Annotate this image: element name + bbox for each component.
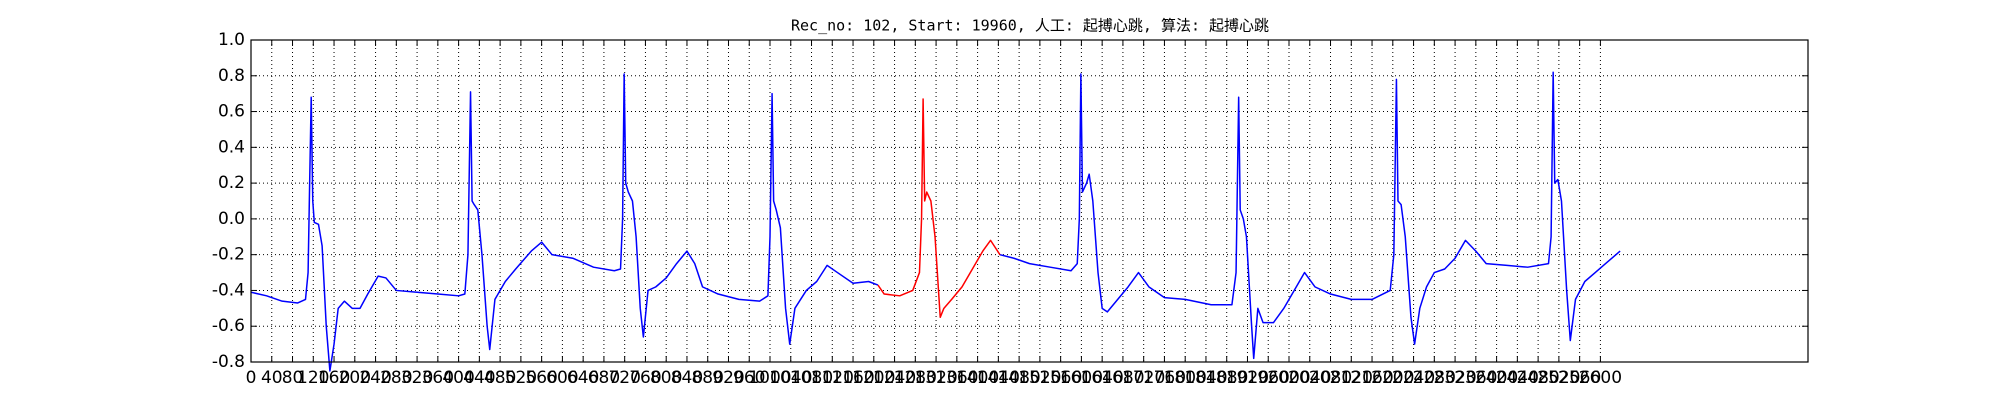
plot-frame (250, 39, 1809, 363)
x-tick-label: 1880 (1205, 368, 1248, 388)
y-tick-label: -0.2 (212, 245, 245, 265)
x-tick-label: 1160 (831, 368, 874, 388)
x-tick-label: 160 (318, 368, 350, 388)
x-tick-label: 2160 (1350, 368, 1393, 388)
x-tick-label: 2440 (1496, 368, 1539, 388)
x-tick-label: 1920 (1226, 368, 1269, 388)
x-tick-label: 1640 (1081, 368, 1124, 388)
x-tick-label: 1240 (873, 368, 916, 388)
x-tick-label: 1280 (894, 368, 937, 388)
x-tick-label: 1000 (748, 368, 791, 388)
x-tick-label: 1120 (811, 368, 854, 388)
x-tick-label: 440 (463, 368, 495, 388)
x-tick-label: 1960 (1247, 368, 1290, 388)
x-tick-label: 1440 (977, 368, 1020, 388)
x-tick-label: 2080 (1309, 368, 1352, 388)
y-tick-label: 0.6 (218, 102, 245, 122)
x-tick-label: 80 (282, 368, 304, 388)
x-tick-label: 120 (297, 368, 329, 388)
x-tick-label: 2120 (1330, 368, 1373, 388)
x-tick-label: 2600 (1579, 368, 1622, 388)
x-tick-label: 1680 (1101, 368, 1144, 388)
x-tick-label: 560 (525, 368, 557, 388)
x-tick-label: 360 (422, 368, 454, 388)
x-tick-label: 1080 (790, 368, 833, 388)
x-tick-label: 520 (505, 368, 537, 388)
x-tick-label: 2040 (1288, 368, 1331, 388)
x-tick-label: 960 (733, 368, 765, 388)
x-tick-label: 2360 (1454, 368, 1497, 388)
x-tick-label: 2520 (1537, 368, 1580, 388)
x-tick-label: 1360 (935, 368, 978, 388)
x-tick-label: 2280 (1413, 368, 1456, 388)
x-tick-label: 800 (650, 368, 682, 388)
x-tick-label: 880 (691, 368, 723, 388)
x-tick-label: 640 (567, 368, 599, 388)
x-tick-label: 400 (442, 368, 474, 388)
x-tick-label: 2000 (1267, 368, 1310, 388)
y-tick-label: -0.8 (212, 352, 245, 372)
x-tick-label: 1800 (1164, 368, 1207, 388)
y-tick-label: 1.0 (218, 30, 245, 50)
y-tick-label: 0.4 (218, 137, 245, 157)
x-tick-label: 1400 (956, 368, 999, 388)
y-tick-label: -0.6 (212, 316, 245, 336)
x-tick-label: 1600 (1060, 368, 1103, 388)
x-tick-label: 1560 (1039, 368, 1082, 388)
y-tick-label: 0.8 (218, 66, 245, 86)
x-tick-label: 1760 (1143, 368, 1186, 388)
x-tick-label: 1040 (769, 368, 812, 388)
x-tick-label: 280 (380, 368, 412, 388)
x-tick-label: 920 (712, 368, 744, 388)
x-tick-label: 2200 (1371, 368, 1414, 388)
x-tick-label: 2560 (1558, 368, 1601, 388)
x-tick-label: 40 (261, 368, 283, 388)
x-tick-label: 680 (588, 368, 620, 388)
x-tick-label: 1320 (914, 368, 957, 388)
y-tick-label: 0.2 (218, 173, 245, 193)
x-tick-label: 240 (359, 368, 391, 388)
x-tick-label: 0 (246, 368, 257, 388)
series-line (250, 71, 1621, 372)
x-tick-label: 1200 (852, 368, 895, 388)
x-tick-label: 840 (671, 368, 703, 388)
x-tick-label: 760 (629, 368, 661, 388)
chart-title: Rec_no: 102, Start: 19960, 人工: 起搏心跳, 算法:… (791, 17, 1269, 35)
x-tick-label: 1840 (1184, 368, 1227, 388)
x-tick-label: 480 (484, 368, 516, 388)
y-tick-label: 0.0 (218, 209, 245, 229)
x-tick-label: 2480 (1516, 368, 1559, 388)
x-tick-label: 2320 (1433, 368, 1476, 388)
x-tick-label: 2400 (1475, 368, 1518, 388)
x-tick-label: 320 (401, 368, 433, 388)
x-tick-label: 1720 (1122, 368, 1165, 388)
x-tick-label: 720 (608, 368, 640, 388)
x-tick-label: 1520 (1018, 368, 1061, 388)
x-tick-label: 1480 (997, 368, 1040, 388)
x-tick-label: 2240 (1392, 368, 1435, 388)
y-tick-label: -0.4 (212, 280, 245, 300)
series-line (877, 98, 1001, 319)
x-tick-label: 600 (546, 368, 578, 388)
x-tick-label: 200 (339, 368, 371, 388)
